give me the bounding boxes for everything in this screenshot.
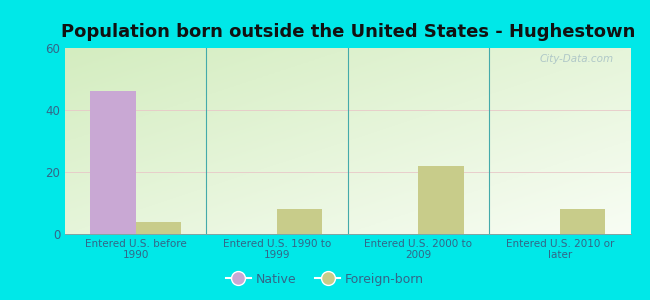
Bar — [90, 92, 136, 234]
Bar — [560, 209, 605, 234]
Legend: Native, Foreign-born: Native, Foreign-born — [221, 268, 429, 291]
Text: City-Data.com: City-Data.com — [540, 54, 614, 64]
Bar — [136, 222, 181, 234]
Bar — [277, 209, 322, 234]
Title: Population born outside the United States - Hughestown: Population born outside the United State… — [60, 23, 635, 41]
Bar — [419, 166, 463, 234]
